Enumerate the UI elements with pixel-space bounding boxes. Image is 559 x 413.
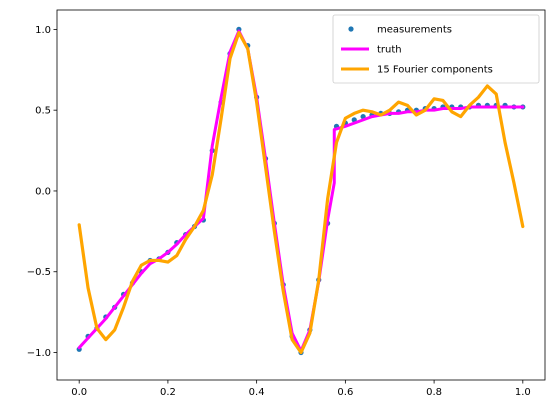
legend-label: measurements: [377, 25, 452, 36]
y-tick-label: −0.5: [27, 267, 51, 278]
series-fourier-line: [77, 31, 525, 355]
series-layer: [76, 26, 526, 356]
legend-entry: measurements: [348, 25, 452, 36]
legend-label: 15 Fourier components: [377, 65, 493, 76]
y-tick-label: 0.5: [35, 106, 51, 117]
legend-box: [332, 14, 540, 84]
x-tick-label: 0.4: [249, 387, 265, 398]
ticks-layer: 0.0 0.2 0.4 0.6 0.8 1.0 −1.0 −0.5 0.0 0.5 1.0: [27, 25, 531, 398]
x-tick-label: 0.8: [426, 387, 442, 398]
legend: measurements truth 15 Fourier components: [332, 14, 540, 84]
x-tick-label: 0.2: [160, 387, 176, 398]
axes-frame: [56, 9, 546, 381]
x-tick-label: 0.0: [71, 387, 87, 398]
legend-entry: truth: [341, 45, 402, 56]
legend-marker: [348, 26, 354, 32]
legend-label: truth: [377, 45, 402, 56]
y-tick-label: 0.0: [35, 186, 51, 197]
y-tick-label: 1.0: [35, 25, 51, 36]
legend-entry: 15 Fourier components: [341, 65, 493, 76]
x-tick-label: 0.6: [337, 387, 353, 398]
x-tick-label: 1.0: [515, 387, 531, 398]
y-tick-label: −1.0: [27, 348, 51, 359]
